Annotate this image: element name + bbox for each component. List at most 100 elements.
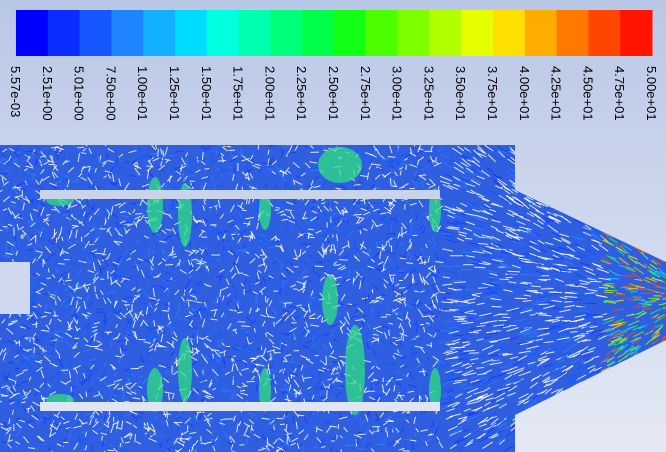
vector — [117, 388, 121, 389]
vector — [188, 302, 189, 307]
vector — [214, 215, 220, 216]
vector — [3, 226, 8, 227]
color-swatch — [302, 10, 334, 56]
vector — [259, 244, 260, 248]
vector — [640, 293, 652, 294]
colorbar-label: 2.00e+01 — [262, 66, 277, 121]
color-swatch — [398, 10, 430, 56]
vector — [58, 263, 65, 264]
vector — [95, 286, 96, 292]
colorbar-label: 5.01e+00 — [72, 66, 87, 121]
vector — [535, 282, 543, 283]
vector — [246, 381, 254, 382]
vector — [410, 373, 411, 378]
colorbar-label: 1.75e+01 — [231, 66, 246, 121]
colorbar-label: 4.25e+01 — [549, 66, 564, 121]
color-swatch — [175, 10, 207, 56]
vector — [630, 291, 638, 292]
vector — [91, 240, 92, 245]
vector — [218, 161, 226, 162]
colorbar-label: 2.51e+00 — [40, 66, 55, 121]
vector — [297, 227, 302, 228]
vector — [568, 268, 580, 269]
vector — [579, 311, 589, 312]
vector — [267, 438, 274, 439]
vector — [48, 164, 55, 165]
colorbar — [16, 10, 653, 56]
vector — [576, 295, 588, 296]
vector — [241, 326, 250, 327]
vector — [76, 241, 80, 242]
vector — [136, 417, 142, 418]
flow-view: 5.57e-032.51e+005.01e+007.50e+001.00e+01… — [0, 0, 666, 452]
vector — [366, 145, 372, 146]
vector — [365, 295, 366, 303]
vector — [448, 328, 457, 329]
vector — [304, 445, 312, 446]
vector — [493, 288, 501, 289]
vector — [488, 290, 498, 291]
vector — [568, 269, 576, 270]
vector — [375, 202, 383, 203]
color-swatch — [334, 10, 366, 56]
vector — [242, 210, 247, 211]
colorbar-label: 3.75e+01 — [485, 66, 500, 121]
color-swatch — [16, 10, 48, 56]
vector — [258, 450, 263, 451]
vector — [389, 330, 390, 336]
color-swatch — [239, 10, 271, 56]
vector — [281, 393, 288, 394]
colorbar-label: 4.50e+01 — [580, 66, 595, 121]
vector — [34, 347, 35, 353]
vector — [16, 315, 21, 316]
vector — [398, 272, 404, 273]
color-swatch — [620, 10, 652, 56]
vector — [315, 266, 324, 267]
vector — [97, 309, 104, 310]
vector — [347, 445, 356, 446]
vector — [107, 153, 108, 158]
vector — [27, 337, 36, 338]
vector — [465, 238, 472, 239]
vector — [444, 334, 454, 335]
vector — [247, 438, 248, 445]
vector — [326, 356, 327, 364]
colorbar-label: 2.25e+01 — [294, 66, 309, 121]
vector — [148, 267, 155, 268]
vector — [309, 323, 314, 324]
vector — [291, 375, 296, 376]
colorbar-label: 2.50e+01 — [326, 66, 341, 121]
color-swatch — [270, 10, 302, 56]
vector — [80, 440, 87, 441]
vector — [150, 286, 157, 287]
vector — [26, 421, 35, 422]
vector — [46, 304, 47, 309]
color-swatch — [366, 10, 398, 56]
vector — [283, 361, 288, 362]
vector — [449, 309, 458, 310]
colorbar-label: 3.00e+01 — [390, 66, 405, 121]
color-swatch — [207, 10, 239, 56]
color-swatch — [461, 10, 493, 56]
colorbar-labels: 5.57e-032.51e+005.01e+007.50e+001.00e+01… — [8, 66, 659, 121]
vector — [135, 214, 142, 215]
vector — [336, 286, 343, 287]
color-swatch — [525, 10, 557, 56]
vector — [413, 305, 417, 306]
colorbar-label: 4.00e+01 — [517, 66, 532, 121]
vector — [474, 267, 485, 268]
colorbar-label: 5.00e+01 — [644, 66, 659, 121]
vector — [224, 146, 232, 147]
vector — [257, 385, 258, 392]
vector — [165, 265, 173, 266]
vector — [205, 168, 210, 169]
vector — [554, 328, 564, 329]
colorbar-label: 5.57e-03 — [8, 66, 23, 117]
vector — [412, 378, 416, 379]
vector — [378, 427, 379, 431]
vector — [135, 434, 136, 442]
vector — [189, 175, 194, 176]
vector — [86, 392, 87, 397]
vector — [308, 298, 315, 299]
vector — [135, 262, 136, 266]
